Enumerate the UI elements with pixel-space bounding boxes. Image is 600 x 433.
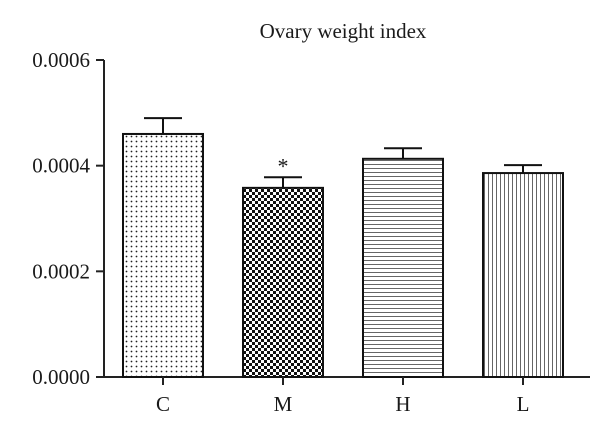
x-tick-label: H [395,392,410,416]
x-tick-label: M [274,392,293,416]
x-tick-label: C [156,392,170,416]
significance-marker: * [278,153,289,178]
bar-group-l: L [482,164,564,416]
bar [482,172,564,378]
bar-group-c: C [122,117,204,416]
y-axis: 0.0000 0.0002 0.0004 0.0006 [32,48,105,389]
bar [122,132,204,378]
bar-group-h: H [362,147,444,416]
bar [362,157,444,378]
chart-title: Ovary weight index [260,19,427,43]
y-tick-label: 0.0004 [32,154,90,178]
bar [242,186,324,378]
x-tick-label: L [517,392,530,416]
bars: C M*H L [122,117,564,416]
bar-group-m: M* [242,153,324,416]
y-tick-label: 0.0006 [32,48,90,72]
y-tick-label: 0.0002 [32,259,90,283]
y-tick-label: 0.0000 [32,365,90,389]
